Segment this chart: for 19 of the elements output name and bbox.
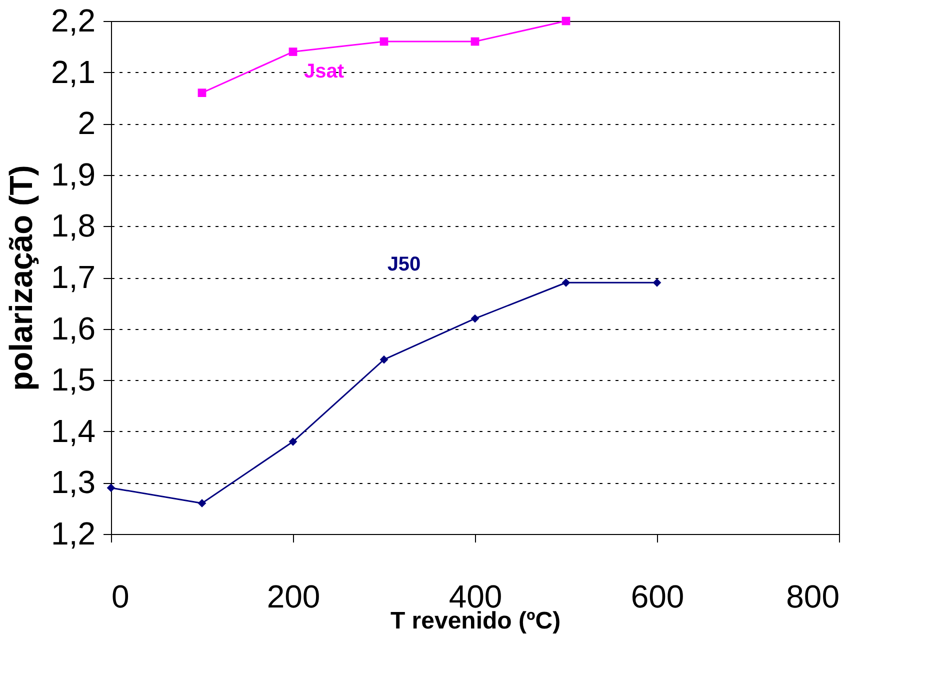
y-tick-label: 2,2 bbox=[51, 2, 96, 38]
y-tick-label: 1,4 bbox=[51, 412, 96, 449]
x-tick-label: 0 bbox=[112, 578, 130, 614]
y-tick-label: 1,9 bbox=[51, 156, 96, 192]
x-axis-title: T revenido (ºC) bbox=[390, 608, 561, 634]
y-tick-label: 1,6 bbox=[51, 310, 96, 346]
y-tick-label: 1,2 bbox=[51, 516, 96, 552]
y-tick-label: 1,8 bbox=[51, 208, 96, 244]
x-tick-label: 800 bbox=[786, 578, 840, 614]
y-tick-label: 1,7 bbox=[51, 259, 96, 295]
y-tick-label: 2,1 bbox=[51, 54, 96, 90]
text: J50 bbox=[387, 254, 421, 276]
y-tick-label: 1,3 bbox=[51, 464, 96, 500]
series-label: Jsat bbox=[304, 60, 344, 83]
y-tick-label: 2 bbox=[78, 105, 96, 142]
x-tick-label: 600 bbox=[630, 578, 684, 614]
x-tick-label: 200 bbox=[266, 578, 320, 614]
y-tick-label: 1,5 bbox=[51, 362, 96, 398]
y-axis-title: polarização (T) bbox=[3, 165, 40, 391]
